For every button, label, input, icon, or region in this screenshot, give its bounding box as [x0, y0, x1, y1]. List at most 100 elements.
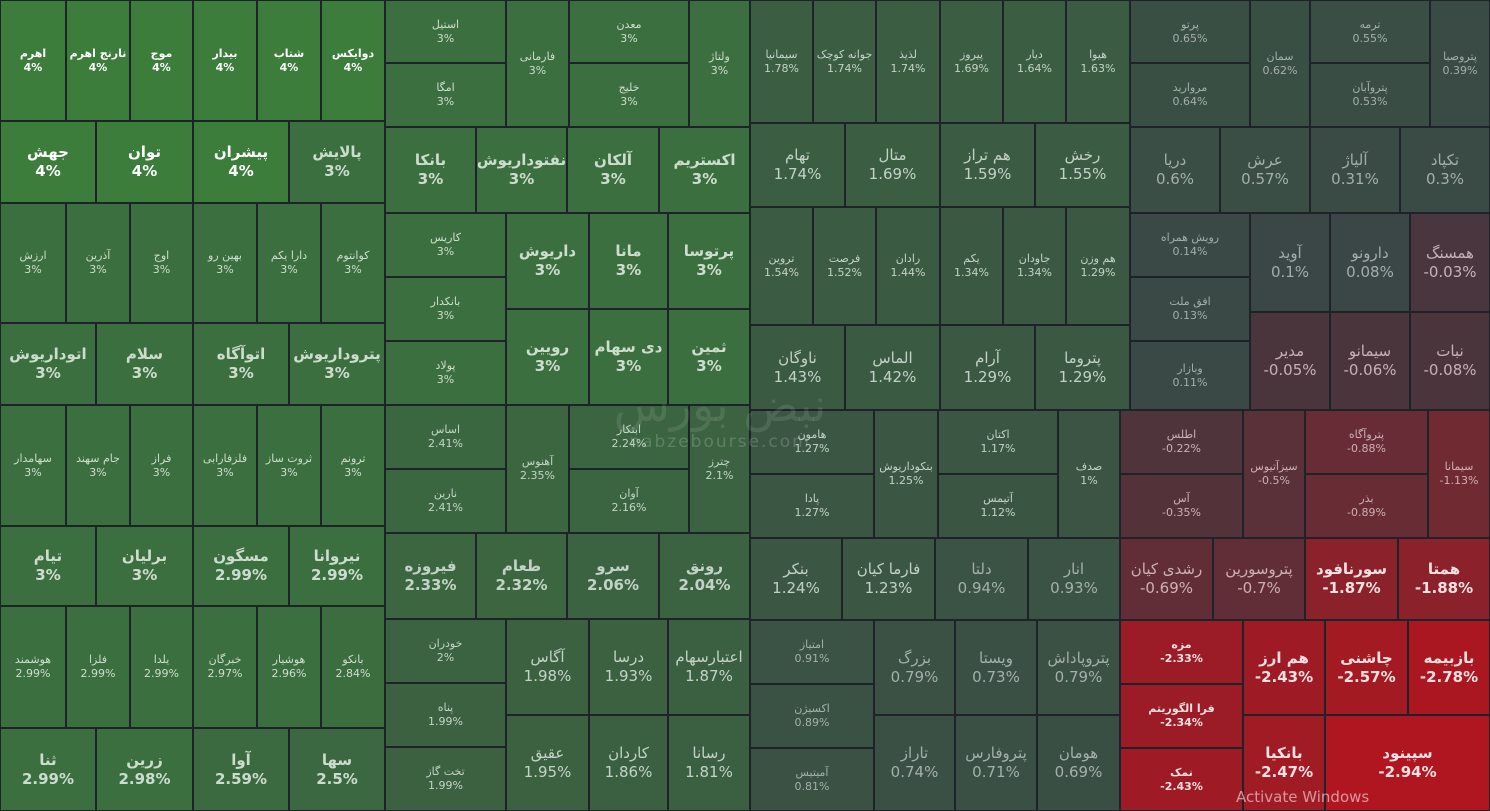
- treemap-tile[interactable]: انار 0.93%: [1028, 538, 1120, 620]
- treemap-tile[interactable]: جام سهند 3%: [66, 405, 130, 526]
- treemap-tile[interactable]: بازبیمه -2.78%: [1408, 620, 1490, 715]
- treemap-tile[interactable]: نفتوداریوش 3%: [476, 127, 567, 213]
- treemap-tile[interactable]: تروین 1.54%: [750, 207, 813, 325]
- treemap-tile[interactable]: فلزا 2.99%: [66, 606, 130, 728]
- treemap-tile[interactable]: رویش همراه 0.14%: [1130, 213, 1250, 277]
- treemap-tile[interactable]: مدیر -0.05%: [1250, 312, 1330, 410]
- treemap-tile[interactable]: پتروما 1.29%: [1035, 325, 1130, 410]
- treemap-tile[interactable]: همسنگ -0.03%: [1410, 213, 1490, 312]
- treemap-tile[interactable]: مزه -2.33%: [1120, 620, 1243, 684]
- treemap-tile[interactable]: اکستریم 3%: [659, 127, 750, 213]
- treemap-tile[interactable]: دریا 0.6%: [1130, 127, 1220, 213]
- treemap-tile[interactable]: فرصت 1.52%: [813, 207, 876, 325]
- treemap-tile[interactable]: رخش 1.55%: [1035, 123, 1130, 207]
- treemap-tile[interactable]: عقیق 1.95%: [506, 715, 589, 811]
- treemap-tile[interactable]: رسانا 1.81%: [668, 715, 750, 811]
- treemap-tile[interactable]: رونق 2.04%: [659, 533, 750, 619]
- treemap-tile[interactable]: آوید 0.1%: [1250, 213, 1330, 312]
- treemap-tile[interactable]: آمیتیس 0.81%: [750, 748, 874, 811]
- treemap-tile[interactable]: سیزآتیوس -0.5%: [1243, 410, 1305, 538]
- treemap-tile[interactable]: بهین رو 3%: [193, 203, 257, 323]
- treemap-tile[interactable]: جهش 4%: [0, 121, 96, 203]
- treemap-tile[interactable]: موج 4%: [130, 0, 193, 121]
- treemap-tile[interactable]: پتروفارس 0.71%: [955, 715, 1037, 811]
- treemap-tile[interactable]: پیشران 4%: [193, 121, 289, 203]
- treemap-tile[interactable]: وبازار 0.11%: [1130, 341, 1250, 410]
- treemap-tile[interactable]: هوشمند 2.99%: [0, 606, 66, 728]
- treemap-tile[interactable]: فیروزه 2.33%: [385, 533, 476, 619]
- treemap-tile[interactable]: صدف 1%: [1058, 410, 1120, 538]
- treemap-tile[interactable]: سلام 3%: [96, 323, 193, 405]
- treemap-tile[interactable]: پیروز 1.69%: [940, 0, 1003, 123]
- treemap-tile[interactable]: پناه 1.99%: [385, 683, 506, 747]
- treemap-tile[interactable]: اعتبارسهام 1.87%: [668, 619, 750, 715]
- treemap-tile[interactable]: افق ملت 0.13%: [1130, 277, 1250, 341]
- treemap-tile[interactable]: چترز 2.1%: [689, 405, 750, 533]
- treemap-tile[interactable]: چاشنی -2.57%: [1325, 620, 1408, 715]
- treemap-tile[interactable]: هم وزن 1.29%: [1066, 207, 1130, 325]
- treemap-tile[interactable]: کوانتوم 3%: [321, 203, 385, 323]
- treemap-tile[interactable]: هومان 0.69%: [1037, 715, 1120, 811]
- treemap-tile[interactable]: پتروآگاه -0.88%: [1305, 410, 1428, 474]
- treemap-tile[interactable]: آذرین 3%: [66, 203, 130, 323]
- treemap-tile[interactable]: جوانه کوچک 1.74%: [813, 0, 876, 123]
- treemap-tile[interactable]: یکم 1.34%: [940, 207, 1003, 325]
- treemap-tile[interactable]: ثروت ساز 3%: [257, 405, 321, 526]
- treemap-tile[interactable]: ثمین 3%: [668, 309, 750, 405]
- treemap-tile[interactable]: نبات -0.08%: [1410, 312, 1490, 410]
- treemap-tile[interactable]: سمان 0.62%: [1250, 0, 1310, 127]
- treemap-tile[interactable]: اتوآگاه 3%: [193, 323, 289, 405]
- treemap-tile[interactable]: آوان 2.16%: [569, 469, 689, 533]
- treemap-tile[interactable]: آتیمس 1.12%: [938, 474, 1058, 538]
- treemap-tile[interactable]: دیار 1.64%: [1003, 0, 1066, 123]
- treemap-tile[interactable]: معدن 3%: [569, 0, 689, 63]
- treemap-tile[interactable]: فرا الگوریتم -2.34%: [1120, 684, 1243, 748]
- treemap-tile[interactable]: آهنوس 2.35%: [506, 405, 569, 533]
- treemap-tile[interactable]: شتاب 4%: [257, 0, 321, 121]
- treemap-tile[interactable]: رویین 3%: [506, 309, 589, 405]
- treemap-tile[interactable]: هوشیار 2.96%: [257, 606, 321, 728]
- treemap-tile[interactable]: رادان 1.44%: [876, 207, 940, 325]
- treemap-tile[interactable]: بانکا 3%: [385, 127, 476, 213]
- treemap-tile[interactable]: بانکو 2.84%: [321, 606, 385, 728]
- treemap-tile[interactable]: بیدار 4%: [193, 0, 257, 121]
- treemap-tile[interactable]: مسگون 2.99%: [193, 526, 289, 606]
- treemap-tile[interactable]: سیمانیا 1.78%: [750, 0, 813, 123]
- treemap-tile[interactable]: اساس 2.41%: [385, 405, 506, 469]
- treemap-tile[interactable]: جاودان 1.34%: [1003, 207, 1066, 325]
- treemap-tile[interactable]: هیوا 1.63%: [1066, 0, 1130, 123]
- treemap-tile[interactable]: تخت گاز 1.99%: [385, 747, 506, 811]
- treemap-tile[interactable]: خبرگان 2.97%: [193, 606, 257, 728]
- treemap-tile[interactable]: فراز 3%: [130, 405, 193, 526]
- treemap-tile[interactable]: پرتوسا 3%: [668, 213, 750, 309]
- treemap-tile[interactable]: پتروآبان 0.53%: [1310, 63, 1430, 127]
- treemap-tile[interactable]: یلدا 2.99%: [130, 606, 193, 728]
- treemap-tile[interactable]: بزرگ 0.79%: [874, 620, 955, 715]
- treemap-tile[interactable]: ترمه 0.55%: [1310, 0, 1430, 63]
- treemap-tile[interactable]: دلتا 0.94%: [935, 538, 1028, 620]
- treemap-tile[interactable]: امتیاز 0.91%: [750, 620, 874, 684]
- treemap-tile[interactable]: ناوگان 1.43%: [750, 325, 845, 410]
- treemap-tile[interactable]: مروارید 0.64%: [1130, 63, 1250, 127]
- treemap-tile[interactable]: سهامدار 3%: [0, 405, 66, 526]
- treemap-tile[interactable]: فلزفارابی 3%: [193, 405, 257, 526]
- treemap-tile[interactable]: لذیذ 1.74%: [876, 0, 940, 123]
- treemap-tile[interactable]: آلکان 3%: [567, 127, 659, 213]
- treemap-tile[interactable]: سرو 2.06%: [567, 533, 659, 619]
- treemap-tile[interactable]: درسا 1.93%: [589, 619, 668, 715]
- treemap-tile[interactable]: فارما کیان 1.23%: [842, 538, 935, 620]
- treemap-tile[interactable]: هم تراز 1.59%: [940, 123, 1035, 207]
- treemap-tile[interactable]: آوا 2.59%: [193, 728, 289, 811]
- treemap-tile[interactable]: نیروانا 2.99%: [289, 526, 385, 606]
- treemap-tile[interactable]: زرین 2.98%: [96, 728, 193, 811]
- treemap-tile[interactable]: آگاس 1.98%: [506, 619, 589, 715]
- treemap-tile[interactable]: دارا یکم 3%: [257, 203, 321, 323]
- treemap-tile[interactable]: آس -0.35%: [1120, 474, 1243, 538]
- treemap-tile[interactable]: تکپاد 0.3%: [1400, 127, 1490, 213]
- treemap-tile[interactable]: تاراز 0.74%: [874, 715, 955, 811]
- treemap-tile[interactable]: پتروسورین -0.7%: [1213, 538, 1305, 620]
- treemap-tile[interactable]: بذر -0.89%: [1305, 474, 1428, 538]
- treemap-tile[interactable]: هم ارز -2.43%: [1243, 620, 1325, 715]
- treemap-tile[interactable]: تهام 1.74%: [750, 123, 845, 207]
- treemap-tile[interactable]: نارنج اهرم 4%: [66, 0, 130, 121]
